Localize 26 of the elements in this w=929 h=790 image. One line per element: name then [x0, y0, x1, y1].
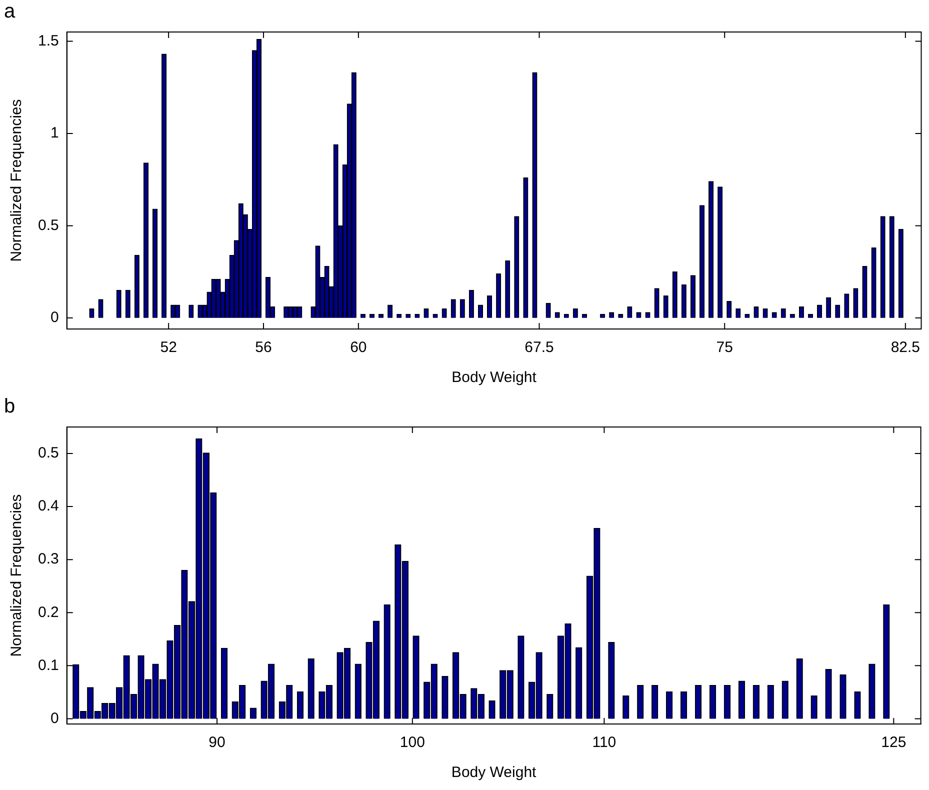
x-tick-label: 67.5: [524, 339, 554, 356]
x-axis-title: Body Weight: [451, 764, 538, 782]
x-tick-label: 110: [592, 734, 616, 752]
y-tick-label: 1: [50, 124, 59, 142]
y-tick-label: 0.2: [38, 604, 59, 621]
x-axis-title: Body Weight: [452, 369, 538, 386]
x-tick-label: 60: [350, 339, 367, 356]
y-tick-label: 0.4: [38, 498, 59, 515]
y-tick-label: 0.3: [38, 550, 59, 568]
y-tick-label: 0: [50, 309, 59, 326]
x-tick-label: 90: [208, 734, 226, 752]
chart-title: b: [4, 396, 16, 418]
chart-title: a: [4, 0, 16, 23]
y-tick-label: 0.5: [38, 216, 59, 234]
y-tick-label: 1.5: [38, 32, 59, 50]
y-axis-title: Normalized Frequencies: [8, 99, 26, 262]
y-tick-label: 0.1: [38, 656, 59, 674]
x-tick-label: 52: [160, 339, 177, 356]
x-tick-label: 82.5: [890, 339, 920, 356]
x-tick-label: 56: [255, 339, 272, 356]
x-tick-label: 100: [400, 734, 425, 752]
y-tick-label: 0.5: [38, 444, 59, 462]
x-tick-label: 125: [881, 734, 906, 752]
x-tick-label: 75: [716, 339, 733, 356]
y-axis-title: Normalized Frequencies: [8, 494, 26, 657]
y-tick-label: 0: [50, 710, 59, 727]
